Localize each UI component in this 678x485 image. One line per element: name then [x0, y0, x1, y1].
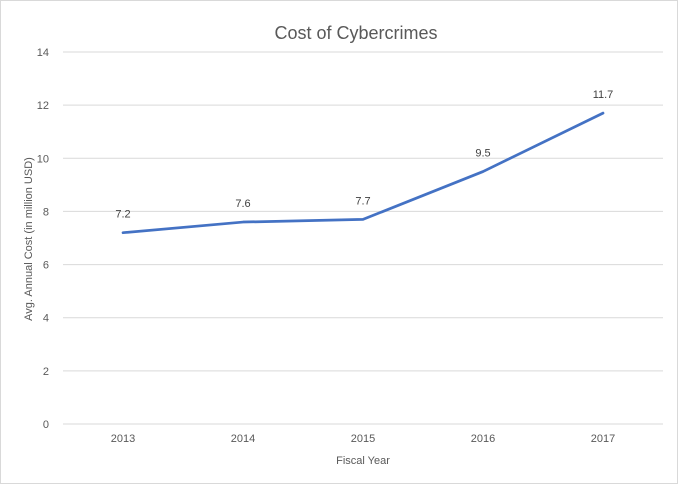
- y-tick-label: 6: [43, 260, 49, 272]
- data-label: 7.2: [115, 209, 130, 221]
- series-line: [123, 113, 603, 233]
- chart-title: Cost of Cybercrimes: [274, 23, 437, 43]
- x-tick-label: 2015: [351, 433, 375, 445]
- y-tick-label: 4: [43, 313, 49, 325]
- y-tick-label: 10: [37, 153, 49, 165]
- y-tick-label: 8: [43, 206, 49, 218]
- data-label: 11.7: [593, 89, 614, 101]
- gridlines: [63, 52, 663, 424]
- y-axis-label: Avg. Annual Cost (in million USD): [23, 157, 35, 321]
- data-label: 9.5: [475, 148, 490, 160]
- y-axis-ticks: 0 2 4 6 8 10 12 14: [37, 47, 49, 431]
- x-tick-label: 2016: [471, 433, 495, 445]
- data-label: 7.6: [235, 198, 250, 210]
- y-tick-label: 12: [37, 100, 49, 112]
- series-layer: [123, 113, 603, 233]
- x-tick-label: 2013: [111, 433, 135, 445]
- x-axis-ticks: 2013 2014 2015 2016 2017: [111, 433, 615, 445]
- y-tick-label: 14: [37, 47, 49, 59]
- data-label: 7.7: [355, 195, 370, 207]
- x-axis-label: Fiscal Year: [336, 455, 390, 467]
- y-tick-label: 2: [43, 366, 49, 378]
- y-tick-label: 0: [43, 419, 49, 431]
- x-tick-label: 2017: [591, 433, 615, 445]
- data-labels: 7.2 7.6 7.7 9.5 11.7: [115, 89, 613, 221]
- x-tick-label: 2014: [231, 433, 255, 445]
